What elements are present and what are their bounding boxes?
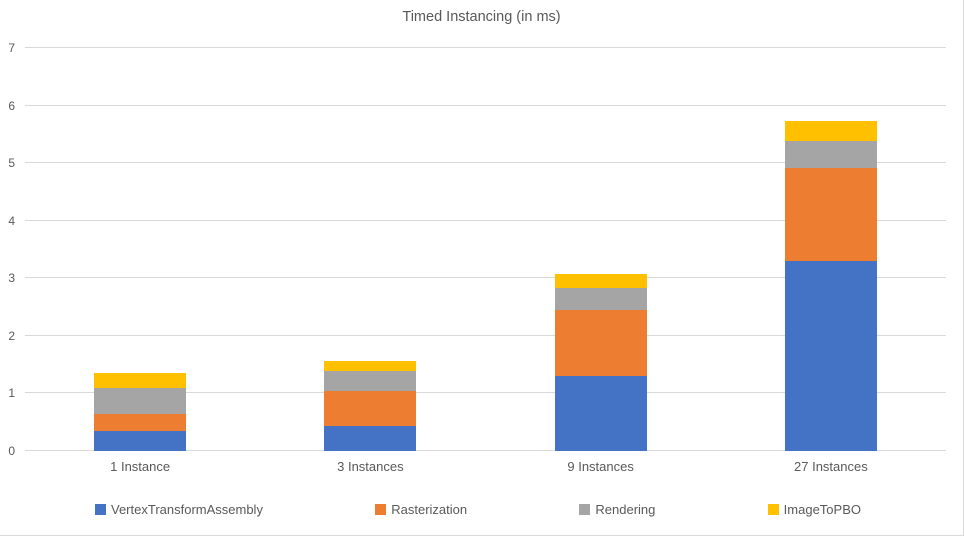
x-axis-labels: 1 Instance 3 Instances 9 Instances 27 Insta… (25, 459, 946, 474)
legend-swatch (579, 504, 591, 515)
bar-group (255, 48, 485, 451)
legend-item-Rendering: Rendering (579, 502, 655, 517)
bar-segment-Rasterization (554, 309, 647, 376)
x-axis-label: 9 Instances (567, 459, 634, 474)
legend: VertexTransformAssembly Rasterization Rend… (95, 502, 861, 517)
bar-group (716, 48, 946, 451)
x-axis-label: 27 Instances (794, 459, 868, 474)
legend-swatch (95, 504, 106, 515)
x-axis-label: 3 Instances (337, 459, 404, 474)
y-axis-label: 5 (8, 156, 15, 171)
y-axis-label: 7 (8, 41, 15, 55)
gridline (25, 450, 946, 451)
y-axis-label: 0 (8, 444, 15, 458)
legend-item-ImageToPBO: ImageToPBO (767, 502, 861, 517)
legend-item-VertexTransformAssembly: VertexTransformAssembly (95, 502, 263, 517)
bar-groups (25, 48, 946, 451)
y-axis-label: 1 (8, 386, 15, 401)
bar-segment-ImageToPBO (324, 360, 417, 371)
gridline (25, 334, 946, 336)
bar-segment-Rendering (324, 371, 417, 392)
bar-segment-ImageToPBO (554, 273, 647, 288)
bar-segment-Rendering (554, 287, 647, 310)
bar-segment-VertexTransformAssembly (324, 426, 417, 451)
bar-segment-Rasterization (784, 167, 877, 262)
legend-label: Rendering (595, 502, 656, 517)
bar-group (486, 48, 716, 451)
legend-swatch (375, 504, 387, 515)
bar-segment-ImageToPBO (784, 121, 877, 142)
gridline (25, 277, 946, 279)
bar-segment-Rasterization (94, 414, 187, 432)
bar-segment-Rasterization (324, 391, 417, 427)
bar-segment-VertexTransformAssembly (94, 431, 187, 451)
bar-segment-Rendering (94, 388, 187, 415)
legend-swatch (767, 504, 779, 515)
legend-item-Rasterization: Rasterization (375, 502, 467, 517)
gridline (25, 219, 946, 221)
y-axis-label: 3 (8, 271, 15, 286)
legend-label: ImageToPBO (783, 502, 861, 517)
plot-area (25, 47, 946, 451)
gridline (25, 47, 946, 48)
y-axis-labels: 0 1 2 3 4 5 6 7 (0, 42, 16, 457)
bar-segment-ImageToPBO (94, 373, 187, 389)
gridline (25, 392, 946, 394)
gridline (25, 162, 946, 164)
y-axis-label: 4 (8, 213, 15, 228)
bar-segment-VertexTransformAssembly (554, 375, 647, 451)
bar-segment-VertexTransformAssembly (784, 261, 877, 451)
bar-segment-Rendering (784, 141, 877, 168)
x-axis-label: 1 Instance (110, 459, 171, 474)
bar-group (25, 48, 255, 451)
chart-title: Timed Instancing (in ms) (402, 9, 561, 25)
legend-label: Rasterization (391, 502, 468, 517)
legend-label: VertexTransformAssembly (111, 502, 263, 517)
y-axis-label: 6 (8, 98, 15, 113)
gridline (25, 104, 946, 106)
y-axis-label: 2 (8, 328, 15, 343)
